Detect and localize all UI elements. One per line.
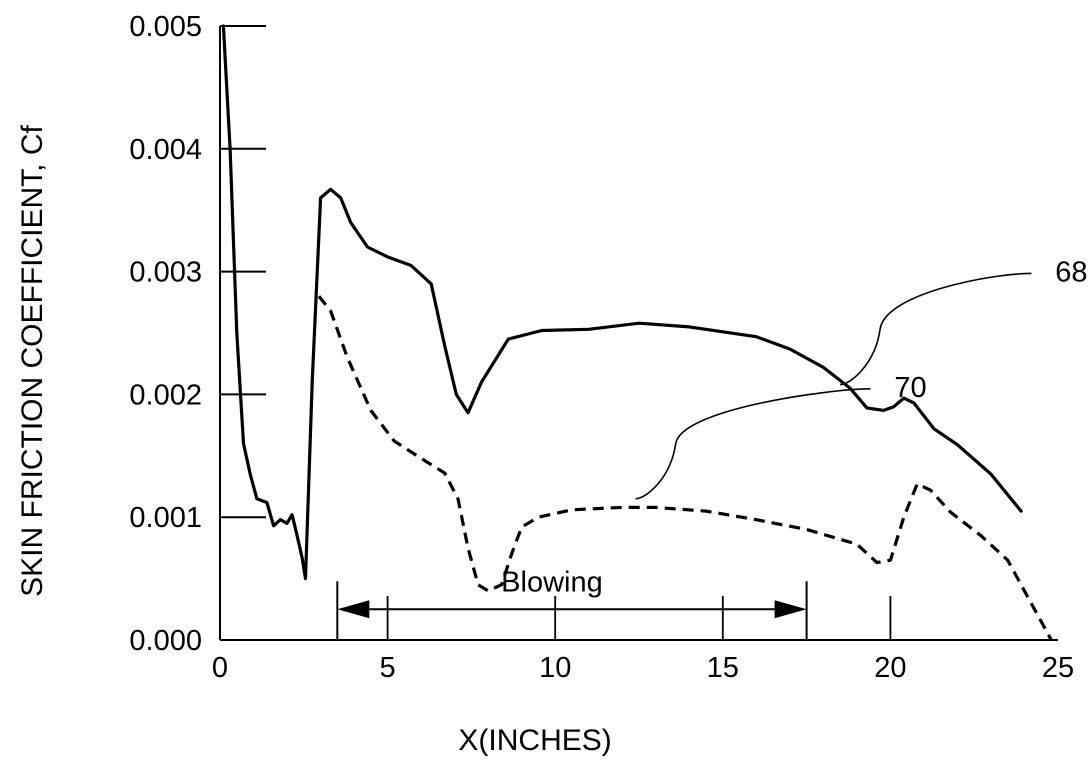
series-line-68 [221, 24, 1023, 581]
blowing-arrowhead-left [337, 600, 370, 619]
x-tick-label: 15 [707, 652, 739, 684]
y-tick-label: 0.003 [129, 257, 202, 289]
leader-line-68 [839, 272, 1032, 386]
series-label-68: 68 [1055, 256, 1087, 288]
y-tick-label: 0.002 [129, 379, 202, 411]
blowing-label: Blowing [501, 566, 603, 598]
series-label-70: 70 [894, 372, 926, 404]
annotations-layer: 68 70 Blowing [336, 256, 1088, 640]
axes: 0.000 0.001 0.002 0.003 0.004 0.005 0 5 10 15 20 25 [129, 11, 1074, 684]
x-tick-label: 0 [212, 652, 228, 684]
series-line-70 [317, 295, 1053, 641]
series-layer [221, 24, 1053, 641]
x-tick-label: 25 [1042, 652, 1074, 684]
y-tick-label: 0.005 [129, 11, 202, 43]
x-tick-label: 5 [380, 652, 396, 684]
blowing-arrowhead-right [774, 600, 807, 619]
x-tick-label: 20 [874, 652, 906, 684]
leader-line-70 [635, 388, 871, 500]
x-axis-title: X(INCHES) [458, 724, 611, 757]
y-tick-label: 0.001 [129, 502, 202, 534]
x-tick-label: 10 [539, 652, 571, 684]
y-tick-label: 0.004 [129, 134, 202, 166]
y-axis-title: SKIN FRICTION COEFFICIENT, Cf [16, 124, 49, 596]
y-tick-label: 0.000 [129, 625, 202, 657]
